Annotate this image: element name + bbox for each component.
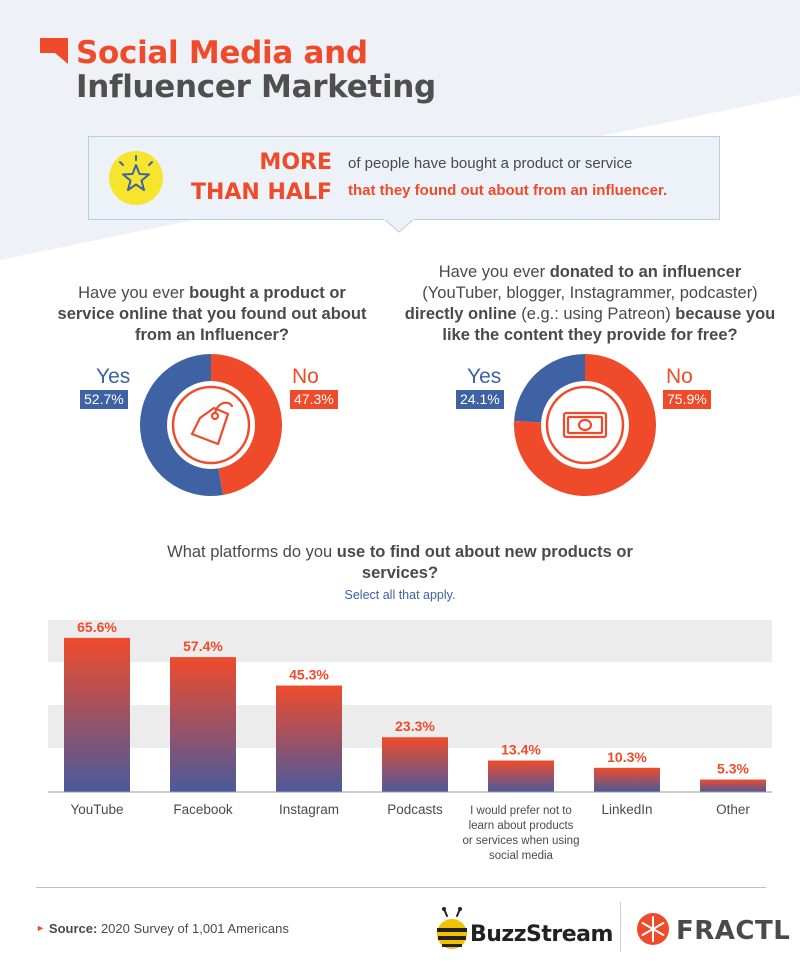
callout-headline-line-2: THAN HALF (190, 180, 332, 205)
donut-1-pct-no: 47.3% (290, 390, 338, 409)
star-icon (109, 151, 163, 205)
callout-pointer (384, 219, 414, 233)
callout-text-line-2: that they found out about from an influe… (348, 182, 668, 199)
bar-category-label-0: YouTube (70, 802, 123, 817)
bar-value-label-4: 13.4% (501, 742, 541, 758)
callout-text-line-1: of people have bought a product or servi… (348, 155, 633, 172)
donut-2-label-yes: Yes (467, 365, 502, 388)
bar-value-label-3: 23.3% (395, 718, 435, 734)
pie-2-question-text-3: (e.g.: using Patreon) (516, 305, 676, 323)
bar-value-label-1: 57.4% (183, 638, 223, 654)
donut-2-pct-no: 75.9% (663, 390, 711, 409)
footer-divider (36, 887, 766, 888)
bar-value-label-2: 45.3% (289, 667, 329, 683)
pie-2-question-bold-1: donated to an influencer (549, 263, 742, 281)
fractl-logo-text: FRACTL (676, 916, 791, 946)
donut-2-label-no: No (666, 365, 693, 388)
donut-chart-1 (140, 354, 282, 496)
pie-2-question: Have you ever donated to an influencer (… (398, 262, 782, 346)
snowflake-icon (637, 913, 669, 945)
bee-icon (437, 907, 467, 949)
price-tag-icon-ring (171, 385, 251, 465)
bar-chart-question: What platforms do you use to find out ab… (140, 542, 660, 584)
donut-2-pct-yes: 24.1% (456, 390, 504, 409)
red-flag-icon (40, 38, 68, 64)
bar-2 (276, 685, 342, 792)
pie-2-question-text-2: (YouTuber, blogger, Instagrammer, podcas… (422, 284, 758, 302)
logo-separator (620, 902, 621, 952)
bar-3 (382, 737, 448, 792)
bar-6 (700, 779, 766, 792)
bar-category-label-5: LinkedIn (601, 802, 652, 817)
donut-1-pct-yes: 52.7% (80, 390, 128, 409)
pie-1-question-bold: bought a product or service online that … (57, 284, 367, 344)
pie-2-question-text-1: Have you ever (438, 263, 550, 281)
bar-category-label-2: Instagram (279, 802, 339, 817)
pie-2-question-bold-2: directly online (404, 305, 517, 323)
donut-chart-2 (514, 354, 656, 496)
bar-value-label-5: 10.3% (607, 749, 647, 765)
donut-1-label-no: No (292, 365, 319, 388)
source-arrow-icon: ► (36, 923, 45, 933)
bar-5 (594, 767, 660, 792)
bar-4 (488, 760, 554, 792)
bar-category-label-6: Other (716, 802, 750, 817)
bar-question-text: What platforms do you (167, 543, 337, 561)
source-note: ► Source: 2020 Survey of 1,001 Americans (36, 921, 289, 936)
bar-1 (170, 657, 236, 792)
money-bill-icon-ring (545, 385, 625, 465)
callout-box (88, 136, 720, 220)
bar-chart-subtitle: Select all that apply. (344, 588, 456, 602)
bar-0 (64, 637, 130, 792)
pie-1-question-text: Have you ever (78, 284, 190, 302)
source-text: 2020 Survey of 1,001 Americans (97, 921, 289, 936)
page-title-line-2: Influencer Marketing (76, 69, 436, 105)
page-title-line-1: Social Media and (76, 35, 368, 71)
bar-chart-grid-band (48, 620, 772, 662)
bar-category-label-1: Facebook (173, 802, 233, 817)
price-tag-icon (190, 401, 234, 446)
money-bill-icon (562, 411, 608, 439)
bar-value-label-6: 5.3% (717, 761, 749, 777)
bar-category-label-4: I would prefer not to learn about product… (463, 805, 580, 862)
source-label: Source: (48, 921, 98, 936)
donut-1-label-yes: Yes (96, 365, 131, 388)
callout-headline-line-1: MORE (259, 150, 332, 175)
bar-chart: 65.6% YouTube 57.4% Facebook 45.3% Instagram 2… (48, 619, 772, 862)
bar-value-label-0: 65.6% (77, 619, 117, 635)
pie-2-question-bold-3: because you like the content they provid… (442, 305, 776, 344)
pie-1-question: Have you ever bought a product or servic… (52, 283, 372, 346)
bar-question-bold: use to find out about new products or se… (336, 543, 633, 582)
bar-category-label-3: Podcasts (387, 802, 443, 817)
buzzstream-logo-text: BuzzStream (470, 922, 613, 947)
